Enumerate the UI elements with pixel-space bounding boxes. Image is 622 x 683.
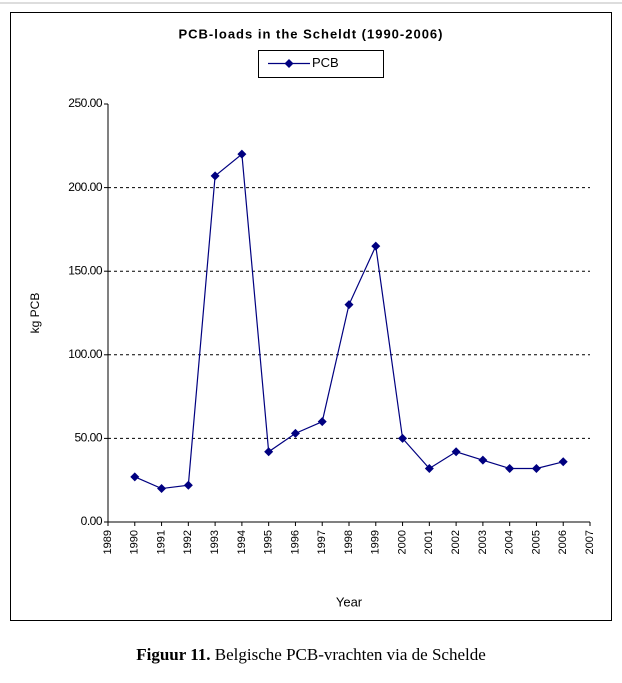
x-axis-label: Year (336, 594, 363, 609)
x-tick-label: 1993 (209, 530, 221, 554)
data-point (237, 149, 247, 159)
x-tick-label: 1991 (155, 530, 167, 554)
x-tick-label: 2004 (504, 530, 516, 554)
data-point (531, 463, 541, 473)
data-point (478, 455, 488, 465)
x-tick-label: 1997 (316, 530, 328, 554)
y-tick-label: 150.00 (68, 263, 103, 277)
x-tick-label: 1992 (182, 530, 194, 554)
y-tick-label: 250.00 (68, 96, 103, 110)
x-tick-label: 1990 (129, 530, 141, 554)
data-point (264, 447, 274, 457)
caption-text: Belgische PCB-vrachten via de Schelde (211, 645, 486, 664)
x-tick-label: 1999 (370, 530, 382, 554)
y-tick-label: 200.00 (68, 180, 103, 194)
x-tick-label: 1989 (102, 530, 114, 554)
x-tick-label: 2003 (477, 530, 489, 554)
chart-title: PCB-loads in the Scheldt (1990-2006) (178, 26, 443, 41)
data-point (371, 241, 381, 251)
data-point (398, 433, 408, 443)
data-point (157, 484, 167, 494)
x-tick-label: 2007 (584, 530, 596, 554)
x-tick-label: 2006 (557, 530, 569, 554)
y-axis-label: kg PCB (28, 293, 42, 334)
x-tick-label: 2002 (450, 530, 462, 554)
x-tick-label: 2000 (396, 530, 408, 554)
x-tick-label: 1995 (263, 530, 275, 554)
y-tick-label: 0.00 (81, 514, 103, 528)
data-point (290, 428, 300, 438)
data-point (558, 457, 568, 467)
legend-marker (284, 59, 294, 68)
data-point (130, 472, 140, 482)
data-point (451, 447, 461, 457)
data-point (317, 417, 327, 427)
x-tick-label: 1996 (289, 530, 301, 554)
y-tick-label: 100.00 (68, 347, 103, 361)
x-tick-label: 1994 (236, 530, 248, 554)
caption-label: Figuur 11. (136, 645, 210, 664)
data-point (505, 463, 515, 473)
y-tick-label: 50.00 (74, 431, 102, 445)
legend-label: PCB (312, 55, 339, 70)
data-point (210, 171, 220, 181)
x-tick-label: 2005 (530, 530, 542, 554)
caption: Figuur 11. Belgische PCB-vrachten via de… (136, 645, 486, 664)
data-point (183, 480, 193, 490)
x-tick-label: 1998 (343, 530, 355, 554)
data-point (424, 463, 434, 473)
x-tick-label: 2001 (423, 530, 435, 554)
data-point (344, 300, 354, 310)
chart-frame (10, 12, 612, 621)
